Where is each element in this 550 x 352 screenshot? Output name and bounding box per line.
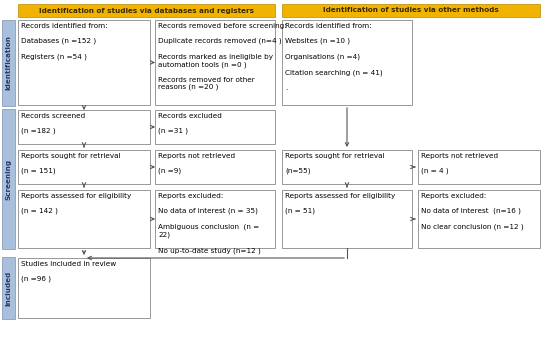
Text: Reports not retrieved

(n =9): Reports not retrieved (n =9) (158, 153, 235, 175)
Text: Records identified from:

Databases (n =152 )

Registers (n =54 ): Records identified from: Databases (n =1… (21, 23, 108, 60)
Bar (2, 257, 15, 319)
Text: Records identified from:

Websites (n =10 )

Organisations (n =4)

Citation sear: Records identified from: Websites (n =10… (285, 23, 383, 90)
Text: Reports excluded:

No data of interest  (n=16 )

No clear conclusion (n =12 ): Reports excluded: No data of interest (n… (421, 193, 524, 230)
Text: Records removed before screening:

Duplicate records removed (n=4 )

Records mar: Records removed before screening: Duplic… (158, 23, 287, 90)
Text: Identification of studies via databases and registers: Identification of studies via databases … (39, 7, 254, 13)
Bar (18, 110, 150, 144)
Bar (2, 20, 15, 106)
Text: Reports sought for retrieval

(n=55): Reports sought for retrieval (n=55) (285, 153, 384, 175)
Bar (282, 4, 540, 17)
Text: Identification of studies via other methods: Identification of studies via other meth… (323, 7, 499, 13)
Bar (18, 4, 275, 17)
Text: Identification: Identification (6, 36, 12, 90)
Bar (418, 190, 540, 248)
Text: Reports not retrieved

(n = 4 ): Reports not retrieved (n = 4 ) (421, 153, 498, 175)
Bar (155, 190, 275, 248)
Bar (18, 20, 150, 105)
Bar (282, 190, 412, 248)
Text: Included: Included (6, 270, 12, 306)
Bar (282, 150, 412, 184)
Bar (418, 150, 540, 184)
Bar (155, 150, 275, 184)
Text: Screening: Screening (6, 158, 12, 200)
Text: Records excluded

(n =31 ): Records excluded (n =31 ) (158, 113, 222, 134)
Bar (155, 110, 275, 144)
Text: Reports assessed for eligibility

(n = 142 ): Reports assessed for eligibility (n = 14… (21, 193, 131, 214)
Text: Records screened

(n =182 ): Records screened (n =182 ) (21, 113, 85, 134)
Bar (18, 190, 150, 248)
Bar (18, 150, 150, 184)
Bar (282, 20, 412, 105)
Text: Reports excluded:

No data of interest (n = 35)

Ambiguous conclusion  (n =
22)
: Reports excluded: No data of interest (n… (158, 193, 261, 253)
Text: Studies included in review

(n =96 ): Studies included in review (n =96 ) (21, 261, 116, 283)
Text: Reports assessed for eligibility

(n = 51): Reports assessed for eligibility (n = 51… (285, 193, 395, 214)
Text: Reports sought for retrieval

(n = 151): Reports sought for retrieval (n = 151) (21, 153, 120, 175)
Bar (155, 20, 275, 105)
Bar (18, 258, 150, 318)
Bar (2, 109, 15, 249)
